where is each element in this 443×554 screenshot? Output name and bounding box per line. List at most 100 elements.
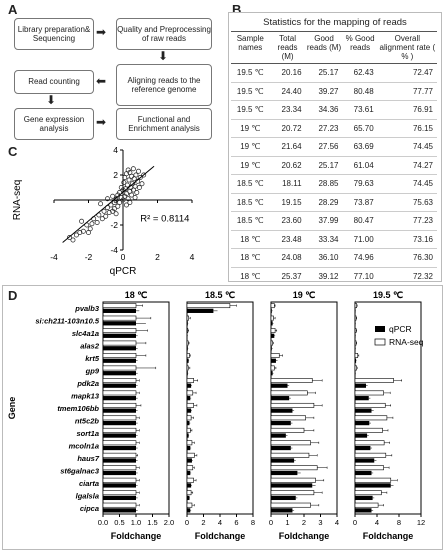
value-cell: 20.62 [269, 156, 306, 175]
value-cell: 24.08 [269, 248, 306, 268]
rnaseq-bar [186, 427, 191, 433]
gene-label: si:ch211-103n10.5 [35, 317, 99, 326]
rnaseq-bar [186, 303, 231, 309]
gene-label: st6galnac3 [60, 466, 100, 475]
data-point [77, 230, 83, 235]
rnaseq-bar [270, 340, 273, 346]
legend-swatch-qpcr [375, 326, 385, 332]
table-row: 19 ℃ 21.64 27.56 63.69 74.45 [231, 137, 437, 157]
sample-name-cell: 19 ℃ [231, 156, 270, 175]
rnaseq-bar [186, 440, 193, 446]
x-tick-label: 1 [285, 518, 289, 527]
rnaseq-bar [354, 502, 379, 508]
table-row: 18 ℃ 25.37 39.12 77.10 72.32 [231, 267, 437, 286]
data-point [123, 191, 129, 197]
rnaseq-bar [186, 365, 189, 371]
rnaseq-bar [102, 303, 137, 309]
panel-label-c: C [8, 144, 18, 159]
value-cell: 74.45 [377, 137, 437, 157]
qpcr-bar [103, 333, 136, 338]
rnaseq-bar [186, 315, 189, 321]
qpcr-bar [271, 420, 291, 426]
gene-label: ciarta [79, 479, 99, 488]
qpcr-bar [271, 433, 286, 438]
facet-frame [186, 301, 254, 515]
qpcr-bar [355, 371, 356, 376]
x-tick-label: 2 [155, 252, 160, 262]
table-row: 19.5 ℃ 20.16 25.17 62.43 72.47 [231, 63, 437, 83]
qpcr-bar [355, 483, 391, 488]
rnaseq-bar [354, 440, 385, 446]
rnaseq-bar [102, 440, 137, 446]
gene-label: alas2 [80, 342, 100, 351]
value-cell: 79.63 [342, 174, 378, 194]
rnaseq-bar [354, 353, 359, 358]
rnaseq-bar [186, 452, 195, 458]
qpcr-bar [187, 321, 188, 326]
rnaseq-bar [102, 315, 137, 321]
qpcr-bar [271, 483, 313, 488]
qpcr-bar [103, 495, 136, 501]
qpcr-bar [271, 321, 273, 326]
value-cell: 24.40 [269, 82, 306, 101]
r-squared-label: R² = 0.8114 [140, 213, 189, 224]
rnaseq-bar [270, 465, 318, 471]
qpcr-bar [271, 508, 293, 513]
value-cell: 75.63 [377, 193, 437, 212]
gene-label: cipca [80, 504, 99, 513]
value-cell: 37.99 [305, 211, 343, 231]
data-point [105, 196, 110, 202]
arrow-down-icon: ⬇ [46, 93, 57, 107]
qpcr-bar [271, 445, 291, 451]
table-row: 18.5 ℃ 19.15 28.29 73.87 75.63 [231, 193, 437, 212]
x-tick-label: 1.5 [147, 518, 157, 527]
rnaseq-bar [102, 340, 137, 346]
flow-box-expression: Gene expression analysis [14, 108, 94, 140]
data-point [130, 166, 136, 172]
foldchange-panel: pvalb3 si:ch211-103n10.5 slc4a1a alas2 krt5 g… [2, 285, 443, 550]
rnaseq-bar [186, 465, 194, 471]
value-cell: 72.47 [377, 63, 437, 83]
stats-table: Sample names Total reads (M) Good reads … [231, 31, 437, 286]
value-cell: 25.37 [269, 267, 306, 286]
col-header: Good reads (M) [305, 31, 343, 64]
rnaseq-bar [354, 465, 384, 471]
data-point [132, 183, 138, 189]
qpcr-bar [355, 495, 373, 501]
qpcr-bar [355, 470, 372, 476]
gene-label: lgalsla [76, 491, 99, 500]
data-point [110, 193, 116, 199]
value-cell: 77.77 [377, 82, 437, 101]
rnaseq-bar [102, 427, 137, 433]
qpcr-bar [271, 408, 293, 413]
value-cell: 23.34 [269, 100, 306, 120]
rnaseq-bar [102, 415, 137, 421]
qpcr-bar [103, 458, 136, 463]
col-header: Total reads (M) [269, 31, 306, 64]
rnaseq-bar [270, 490, 315, 496]
x-tick-label: 0 [121, 252, 126, 262]
x-tick-label: 2 [201, 518, 205, 527]
rnaseq-bar [102, 502, 137, 508]
value-cell: 27.56 [305, 137, 343, 157]
x-tick-label: 1.0 [131, 518, 141, 527]
qpcr-bar [187, 445, 191, 451]
y-axis-label: RNA-seq [12, 180, 23, 221]
qpcr-bar [187, 495, 190, 501]
rnaseq-bar [354, 365, 357, 371]
rnaseq-bar [186, 402, 194, 408]
value-cell: 28.85 [305, 174, 343, 194]
rnaseq-bar [354, 390, 384, 396]
value-cell: 74.45 [377, 174, 437, 194]
data-point [137, 175, 143, 180]
rnaseq-bar [270, 365, 275, 371]
data-point [121, 180, 127, 185]
sample-name-cell: 19.5 ℃ [231, 63, 270, 83]
qpcr-bar [103, 321, 136, 326]
data-point [98, 201, 104, 207]
y-axis-label: Gene [7, 397, 17, 420]
rnaseq-bar [102, 378, 137, 383]
sample-name-cell: 18.5 ℃ [231, 193, 270, 212]
value-cell: 73.87 [342, 193, 378, 212]
flow-box-quality: Quality and Preprocessing of raw reads [116, 18, 212, 50]
